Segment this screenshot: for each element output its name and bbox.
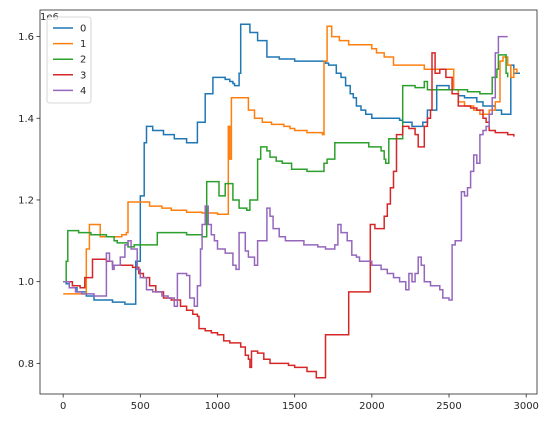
x-tick-label: 3000 [513,401,538,412]
legend-label-3: 3 [80,70,86,81]
series-lines [63,23,520,379]
legend-label-2: 2 [80,55,86,66]
x-tick-label: 1500 [282,401,307,412]
x-tick-label: 0 [60,401,66,412]
y-tick-label: 1.4 [18,114,34,125]
plot-frame [39,9,538,395]
x-tick-label: 1000 [205,401,230,412]
legend: 0 1 2 3 4 [46,16,92,104]
series-line-4 [63,35,508,307]
series-line-2 [63,54,509,283]
series-line-3 [63,52,515,379]
legend-label-0: 0 [80,24,86,35]
legend-box [46,16,92,104]
series-line-0 [63,23,520,305]
y-tick-label: 0.8 [18,359,34,370]
x-tick-label: 2000 [359,401,384,412]
y-tick-label: 1.2 [18,195,34,206]
x-tick-label: 500 [131,401,150,412]
x-axis: 0 500 1000 1500 2000 2500 3000 [60,394,539,412]
y-axis: 0.8 1.0 1.2 1.4 1.6 [18,32,40,370]
y-tick-label: 1.6 [18,32,34,43]
x-tick-label: 2500 [436,401,461,412]
legend-label-1: 1 [80,39,86,50]
legend-label-4: 4 [80,86,86,97]
series-line-1 [63,25,518,295]
y-tick-label: 1.0 [18,277,34,288]
